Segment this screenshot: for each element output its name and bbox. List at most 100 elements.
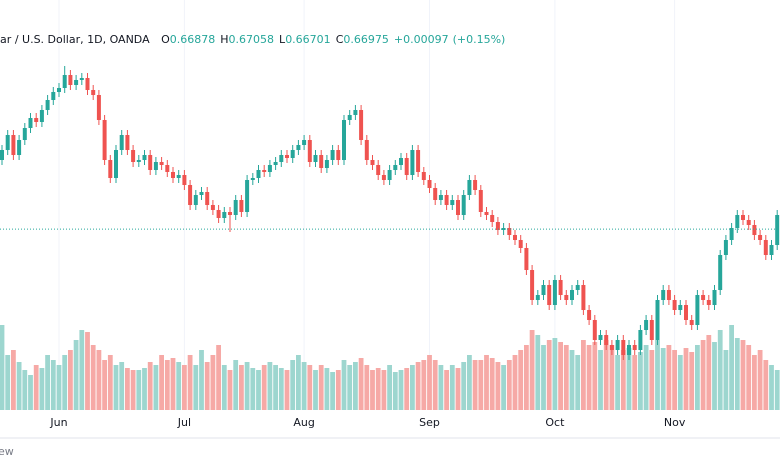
volume-bar <box>210 355 216 410</box>
volume-bar <box>341 360 347 410</box>
volume-bar <box>296 355 301 410</box>
candle-body <box>45 100 50 110</box>
volume-bar <box>632 355 638 410</box>
candle-body <box>741 215 745 220</box>
volume-bar <box>370 370 375 410</box>
volume-bar <box>535 335 541 410</box>
candle-body <box>450 200 455 205</box>
volume-bar <box>592 342 598 410</box>
volume-bar <box>598 350 603 410</box>
volume-bar <box>216 345 221 410</box>
volume-bar <box>746 345 752 410</box>
candle-body <box>672 300 677 310</box>
candle-body <box>461 195 466 215</box>
volume-bar <box>199 350 204 410</box>
grid <box>58 0 676 410</box>
candle-body <box>188 185 193 205</box>
volume-bar <box>381 370 387 410</box>
volume-bar <box>307 365 313 410</box>
candle-body <box>171 172 175 178</box>
candle-body <box>28 118 33 128</box>
candle-body <box>233 200 238 215</box>
candle-body <box>353 110 358 115</box>
candle-body <box>387 170 392 180</box>
candle-body <box>444 195 449 205</box>
volume-bar <box>649 350 655 410</box>
candle-body <box>74 80 79 85</box>
candle-body <box>336 150 341 160</box>
volume-bar <box>250 368 256 410</box>
volume-bar <box>159 355 164 410</box>
candle-body <box>666 290 671 300</box>
volume-bar <box>73 340 79 410</box>
candle-body <box>587 310 592 320</box>
volume-bar <box>626 348 632 410</box>
candle-body <box>684 305 688 320</box>
volume-bar <box>45 355 50 410</box>
change-pct: (+0.15%) <box>453 33 506 46</box>
volume-bar <box>142 368 147 410</box>
volume-bar <box>182 365 187 410</box>
volume-bar <box>318 365 324 410</box>
volume-bar <box>290 360 296 410</box>
candle-body <box>22 128 27 140</box>
volume-bar <box>478 360 484 410</box>
candle-body <box>507 228 512 235</box>
volume-bar <box>501 365 506 410</box>
candle-body <box>467 180 472 195</box>
volume-bar <box>221 365 227 410</box>
candle-body <box>114 150 118 178</box>
candle-body <box>330 150 335 160</box>
candle-body <box>421 172 426 180</box>
volume-bar <box>717 330 723 410</box>
candle-body <box>592 320 597 340</box>
volume-bar <box>444 370 449 410</box>
candle-body <box>495 222 500 230</box>
volume-bar <box>700 340 706 410</box>
volume-bar <box>278 368 284 410</box>
volume-bar <box>774 370 780 410</box>
candle-body <box>501 228 506 230</box>
candle-body <box>17 140 22 155</box>
candle-body <box>342 120 346 160</box>
x-tick-label: Jun <box>49 416 67 429</box>
candle-body <box>632 345 637 350</box>
volume-bar <box>432 360 438 410</box>
volume-bar <box>256 370 261 410</box>
ohlc-label: O <box>161 33 170 46</box>
candle-body <box>319 155 324 168</box>
candle-body <box>125 135 130 150</box>
candle-body <box>541 285 546 295</box>
candle-body <box>296 145 301 150</box>
volume-bar <box>136 370 142 410</box>
volume-bar <box>415 362 421 410</box>
candle-body <box>564 295 569 300</box>
candle-body <box>34 118 39 122</box>
volume-bar <box>164 360 170 410</box>
volume-bar <box>335 370 341 410</box>
x-tick-label: Jul <box>177 416 191 429</box>
volume-bar <box>752 355 757 410</box>
volume-bar <box>410 365 415 410</box>
symbol: lar / U.S. Dollar, 1D, OANDA <box>0 33 150 46</box>
candle-body <box>609 345 614 350</box>
volume-bar <box>729 325 734 410</box>
candle-body <box>712 290 717 305</box>
candle-body <box>267 165 272 172</box>
volume-bar <box>449 365 455 410</box>
candle-body <box>513 235 517 240</box>
candle-body <box>399 158 403 165</box>
candle-body <box>108 160 113 178</box>
candle-body <box>364 140 369 160</box>
volume-bar <box>233 360 239 410</box>
volume-bar <box>11 350 16 410</box>
candle-body <box>376 165 381 175</box>
volume-bar <box>763 360 769 410</box>
volume-bar <box>358 358 364 410</box>
volume-bar <box>672 350 677 410</box>
volume-bar <box>506 360 512 410</box>
candle-body <box>621 340 626 355</box>
volume-bar <box>102 360 107 410</box>
candle-body <box>153 162 158 170</box>
volume-bar <box>187 355 193 410</box>
